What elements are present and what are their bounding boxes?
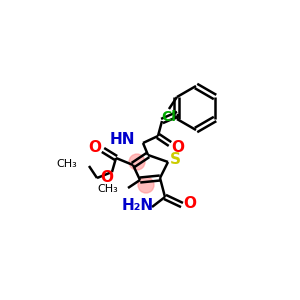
Text: H₂N: H₂N: [122, 197, 154, 212]
Text: CH₃: CH₃: [56, 159, 77, 169]
Text: O: O: [172, 140, 184, 155]
Text: CH₃: CH₃: [97, 184, 118, 194]
Text: S: S: [169, 152, 181, 167]
Circle shape: [129, 154, 145, 170]
Text: O: O: [100, 170, 113, 185]
Text: O: O: [184, 196, 196, 211]
Circle shape: [138, 177, 154, 193]
Text: HN: HN: [110, 131, 135, 146]
Text: O: O: [88, 140, 101, 155]
Text: Cl: Cl: [161, 110, 176, 124]
